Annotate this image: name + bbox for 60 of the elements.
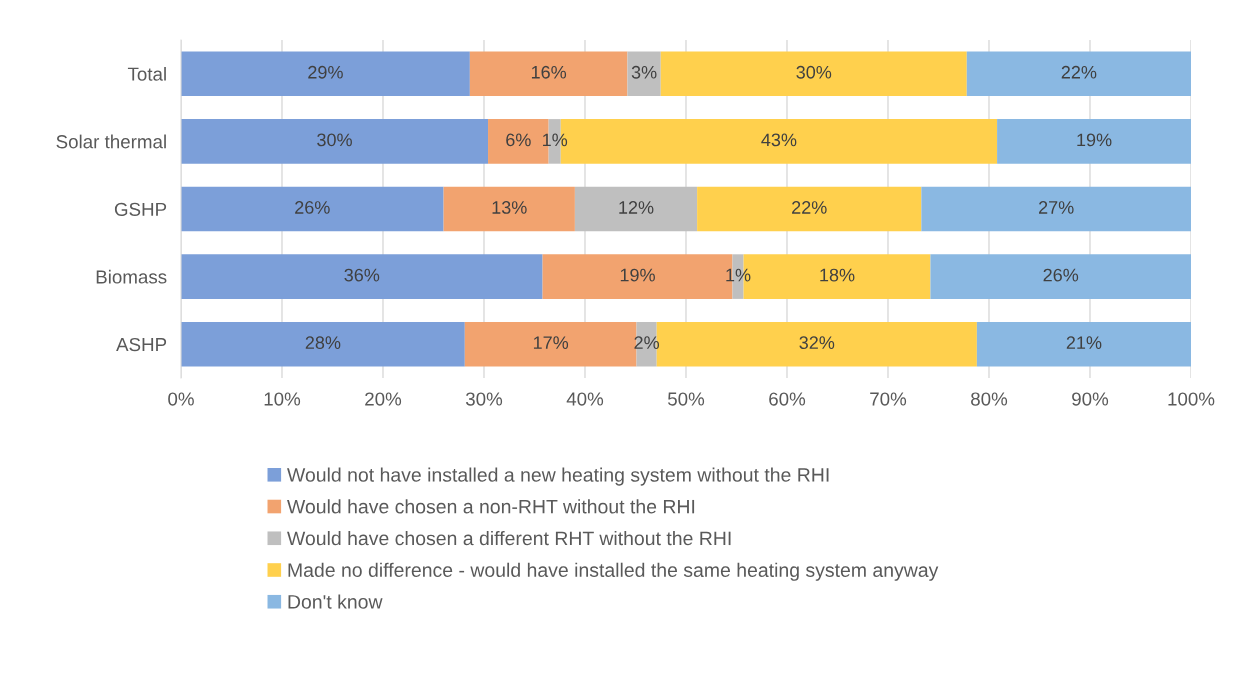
data-label: 19% (620, 268, 655, 282)
data-label: 17% (533, 336, 569, 349)
bar (660, 51, 967, 97)
data-label: 32% (799, 336, 835, 350)
bar (181, 119, 489, 164)
data-label: 13% (492, 201, 527, 214)
x-tick-label: 80% (971, 392, 1008, 406)
bar (181, 254, 543, 299)
bar (966, 51, 1191, 97)
data-label: 16% (531, 65, 567, 79)
bar (181, 51, 470, 97)
data-label: 28% (305, 336, 341, 350)
x-tick-label: 50% (667, 392, 705, 406)
bar (627, 51, 661, 97)
data-label: 43% (761, 133, 797, 147)
x-tick-label: 70% (870, 392, 907, 406)
data-label: 26% (1043, 268, 1079, 282)
data-label: 22% (792, 201, 827, 214)
bar (574, 186, 698, 232)
data-label: 26% (295, 201, 330, 214)
data-label: 3% (631, 65, 657, 79)
bar (921, 186, 1191, 232)
bar (930, 254, 1191, 299)
bar (469, 51, 628, 97)
y-tick-label: Solar thermal (56, 134, 166, 149)
bar (976, 321, 1191, 367)
legend-label: Would have chosen a non-RHT without the RHI (287, 499, 695, 514)
legend-label: Would have chosen a different RHT without the RHI (287, 530, 731, 546)
x-tick-label: 0% (168, 392, 194, 406)
bar (997, 119, 1191, 164)
bar (443, 186, 575, 232)
data-label: 6% (506, 133, 531, 147)
y-tick-label: ASHP (116, 337, 167, 352)
x-tick-label: 60% (769, 392, 806, 406)
data-label: 19% (1077, 133, 1112, 147)
data-label: 22% (1061, 65, 1097, 79)
bar (181, 321, 465, 367)
data-label: 36% (344, 268, 380, 282)
x-tick-label: 30% (465, 392, 503, 406)
y-tick-label: Biomass (96, 269, 167, 284)
y-tick-label: GSHP (114, 202, 167, 216)
legend-label: Don't know (288, 594, 383, 609)
data-label: 29% (308, 65, 343, 79)
x-tick-label: 20% (365, 392, 402, 406)
x-tick-label: 100% (1168, 392, 1215, 406)
bar (697, 186, 922, 232)
legend-label: Would not have installed a new heating system without the RHI (287, 467, 829, 486)
x-tick-label: 40% (566, 392, 604, 406)
legend-label: Made no difference - would have installed the same heating system anyway (288, 562, 939, 581)
data-label: 18% (820, 268, 855, 282)
data-label: 1% (726, 268, 751, 282)
data-label: 30% (796, 65, 832, 79)
bar (181, 186, 444, 232)
data-label: 27% (1039, 201, 1074, 214)
x-tick-label: 90% (1072, 392, 1109, 406)
data-label: 21% (1066, 336, 1102, 349)
data-label: 30% (317, 133, 352, 147)
x-tick-label: 10% (264, 392, 301, 406)
data-label: 12% (619, 201, 654, 214)
y-tick-label: Total (127, 67, 166, 81)
